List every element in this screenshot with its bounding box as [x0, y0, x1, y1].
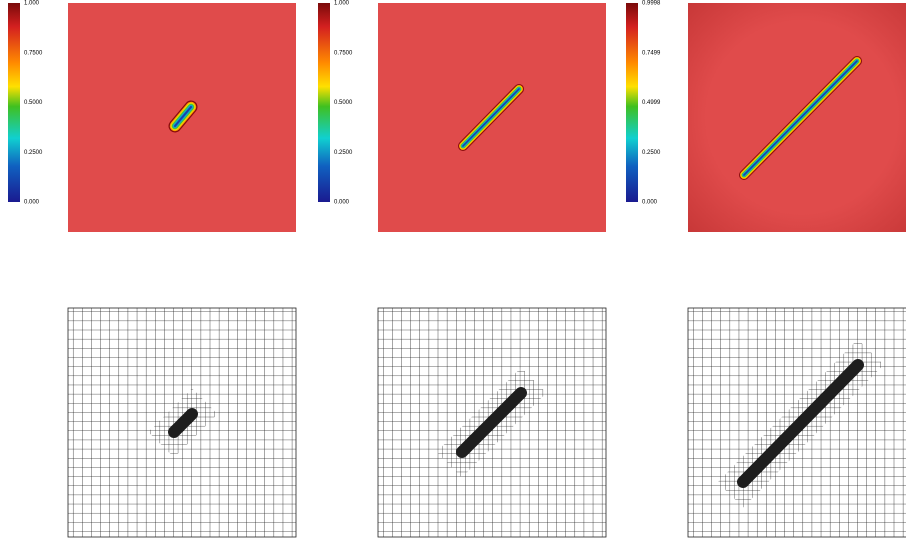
crack — [462, 88, 520, 147]
panels — [67, 3, 906, 538]
colorbar-tick-label: 0.5000 — [334, 100, 353, 106]
colorbar-tick-label: 0.9998 — [642, 1, 661, 7]
colorbar-tick-label: 0.2500 — [642, 150, 661, 156]
colorbar-tick-label: 0.7500 — [24, 50, 43, 56]
colorbar-tick-label: 0.000 — [642, 200, 658, 206]
colorbars: 1.000 0.7500 0.5000 0.2500 0.000 1.000 0.7500 0… — [8, 1, 661, 206]
crack — [173, 105, 193, 128]
colorbar — [318, 3, 330, 202]
colorbar-tick-label: 0.7499 — [642, 50, 661, 56]
crack-mesh — [456, 387, 527, 458]
crack-mesh — [737, 359, 864, 488]
colorbar-tick-label: 0.7500 — [334, 50, 353, 56]
crack-mesh — [168, 408, 198, 438]
colorbar-tick-label: 0.000 — [334, 200, 350, 206]
crack — [743, 60, 858, 176]
colorbar-tick-label: 1.000 — [24, 1, 40, 7]
colorbar — [8, 3, 20, 202]
colorbar-tick-label: 0.000 — [24, 200, 40, 206]
colorbar-tick-label: 0.4999 — [642, 100, 661, 106]
colorbar-tick-label: 0.2500 — [24, 150, 43, 156]
colorbar-tick-label: 0.2500 — [334, 150, 353, 156]
colorbar-tick-label: 1.000 — [334, 1, 350, 7]
colorbar — [626, 3, 638, 202]
colorbar-tick-label: 0.5000 — [24, 100, 43, 106]
